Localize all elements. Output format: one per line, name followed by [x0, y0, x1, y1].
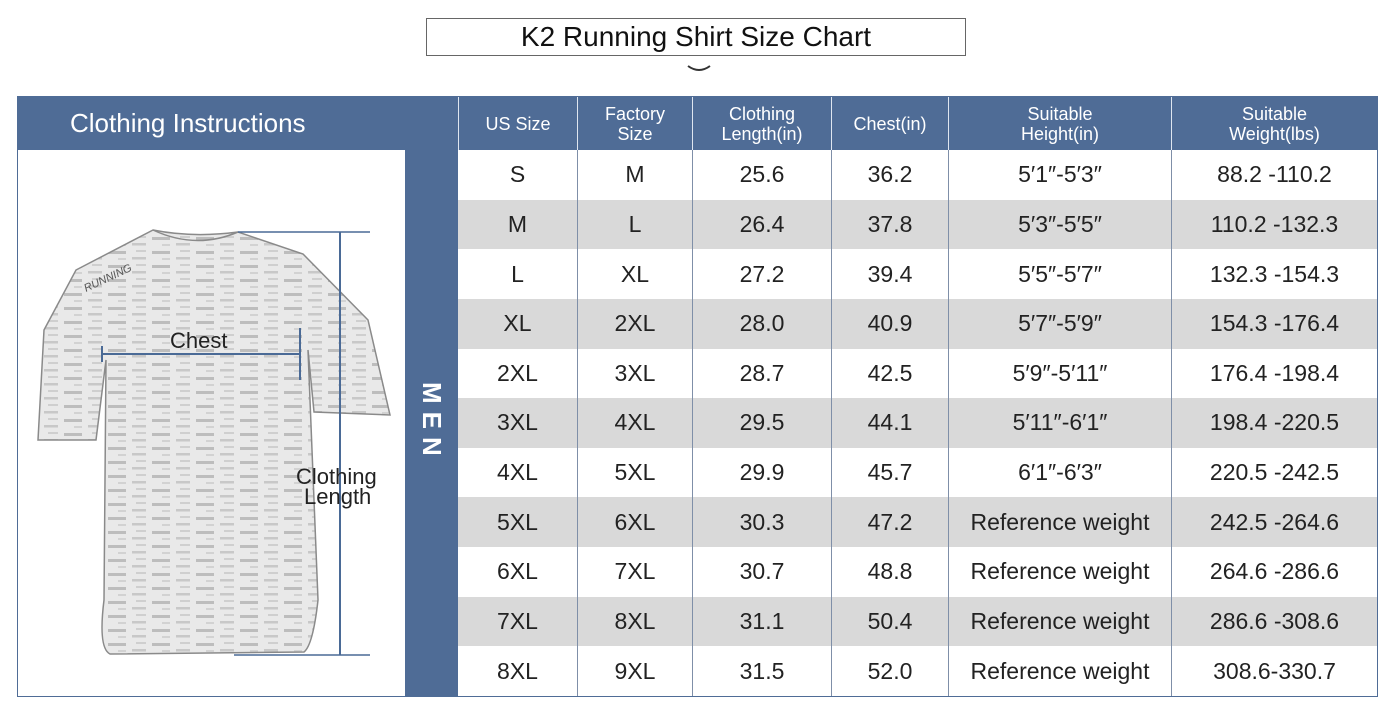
- cell-us-size: M: [507, 210, 528, 237]
- cell-factory-size: 7XL: [577, 547, 692, 597]
- cell-factory-size: 3XL: [577, 348, 692, 399]
- col-header-suitable-height: Suitable Height(in): [948, 97, 1171, 150]
- cell-us-size: 7XL: [497, 608, 538, 635]
- cell-factory-size: 9XL: [577, 646, 692, 696]
- cell-factory-size: L: [577, 199, 692, 250]
- table-row: 7XL 8XL 31.1 50.4 Reference weight 286.6 -308…: [458, 596, 1377, 647]
- cell-clothing-length: 29.5: [692, 398, 831, 448]
- cell-us-size: S: [509, 161, 526, 188]
- cell-clothing-length: 31.1: [692, 596, 831, 647]
- size-table: S M 25.6 36.2 5′1″-5′3″ 88.2 -110.2 M L 26.4 37.8…: [458, 150, 1377, 696]
- cell-factory-size: XL: [577, 249, 692, 299]
- cell-suitable-weight: 110.2 -132.3: [1171, 199, 1377, 250]
- cell-suitable-weight: 242.5 -264.6: [1171, 497, 1377, 548]
- cell-factory-size: 5XL: [577, 447, 692, 498]
- cell-suitable-weight: 154.3 -176.4: [1171, 298, 1377, 349]
- table-row: 8XL 9XL 31.5 52.0 Reference weight 308.6-330.…: [458, 646, 1377, 696]
- page-title: K2 Running Shirt Size Chart: [426, 18, 966, 56]
- cell-us-size: 3XL: [497, 409, 538, 436]
- cell-suitable-height: 6′1″-6′3″: [948, 447, 1171, 498]
- cell-factory-size: 8XL: [577, 596, 692, 647]
- cell-factory-size: 6XL: [577, 497, 692, 548]
- table-row: 3XL 4XL 29.5 44.1 5′11″-6′1″ 198.4 -220.5: [458, 398, 1377, 448]
- cell-suitable-weight: 88.2 -110.2: [1171, 150, 1377, 200]
- chart-header: Clothing Instructions US Size Factory Si…: [18, 97, 1377, 150]
- cell-us-size: 4XL: [497, 459, 538, 486]
- table-row: XL 2XL 28.0 40.9 5′7″-5′9″ 154.3 -176.4: [458, 298, 1377, 349]
- cell-clothing-length: 29.9: [692, 447, 831, 498]
- cell-suitable-height: 5′3″-5′5″: [948, 199, 1171, 250]
- table-row: 6XL 7XL 30.7 48.8 Reference weight 264.6 -286…: [458, 547, 1377, 597]
- clothing-length-label-2: Length: [304, 484, 371, 509]
- cell-us-size: 2XL: [497, 359, 538, 386]
- cell-chest: 40.9: [831, 298, 948, 349]
- cell-factory-size: 2XL: [577, 298, 692, 349]
- cell-factory-size: M: [577, 150, 692, 200]
- cell-suitable-weight: 176.4 -198.4: [1171, 348, 1377, 399]
- chevron-down-icon: [687, 65, 711, 71]
- cell-clothing-length: 28.7: [692, 348, 831, 399]
- cell-us-size: L: [511, 260, 524, 287]
- cell-clothing-length: 28.0: [692, 298, 831, 349]
- cell-factory-size: 4XL: [577, 398, 692, 448]
- table-row: L XL 27.2 39.4 5′5″-5′7″ 132.3 -154.3: [458, 249, 1377, 299]
- cell-chest: 36.2: [831, 150, 948, 200]
- cell-suitable-height: 5′11″-6′1″: [948, 398, 1171, 448]
- cell-clothing-length: 26.4: [692, 199, 831, 250]
- cell-clothing-length: 30.3: [692, 497, 831, 548]
- cell-chest: 42.5: [831, 348, 948, 399]
- chest-label: Chest: [170, 328, 227, 353]
- shirt-illustration: RUNNING Chest Clothing Length: [18, 150, 405, 696]
- table-row: 5XL 6XL 30.3 47.2 Reference weight 242.5 -264…: [458, 497, 1377, 548]
- col-header-clothing-length: Clothing Length(in): [692, 97, 831, 150]
- cell-suitable-height: Reference weight: [948, 596, 1171, 647]
- size-chart: Clothing Instructions US Size Factory Si…: [17, 96, 1378, 697]
- cell-suitable-height: Reference weight: [948, 646, 1171, 696]
- cell-suitable-weight: 286.6 -308.6: [1171, 596, 1377, 647]
- cell-clothing-length: 31.5: [692, 646, 831, 696]
- table-row: 2XL 3XL 28.7 42.5 5′9″-5′11″ 176.4 -198.4: [458, 348, 1377, 399]
- cell-chest: 39.4: [831, 249, 948, 299]
- cell-clothing-length: 25.6: [692, 150, 831, 200]
- shirt-shape: [37, 229, 391, 655]
- col-header-suitable-weight: Suitable Weight(lbs): [1171, 97, 1377, 150]
- cell-chest: 45.7: [831, 447, 948, 498]
- cell-suitable-weight: 198.4 -220.5: [1171, 398, 1377, 448]
- cell-suitable-weight: 132.3 -154.3: [1171, 249, 1377, 299]
- cell-chest: 47.2: [831, 497, 948, 548]
- cell-chest: 48.8: [831, 547, 948, 597]
- cell-chest: 37.8: [831, 199, 948, 250]
- cell-us-size: 8XL: [497, 657, 538, 684]
- cell-chest: 50.4: [831, 596, 948, 647]
- cell-suitable-height: 5′9″-5′11″: [948, 348, 1171, 399]
- cell-chest: 44.1: [831, 398, 948, 448]
- cell-clothing-length: 27.2: [692, 249, 831, 299]
- table-row: S M 25.6 36.2 5′1″-5′3″ 88.2 -110.2: [458, 150, 1377, 200]
- cell-us-size: 5XL: [497, 508, 538, 535]
- section-title: Clothing Instructions: [70, 108, 306, 138]
- cell-suitable-weight: 220.5 -242.5: [1171, 447, 1377, 498]
- cell-us-size: XL: [503, 310, 532, 337]
- cell-suitable-height: 5′5″-5′7″: [948, 249, 1171, 299]
- col-header-chest: Chest(in): [831, 97, 948, 150]
- gender-band: MEN: [405, 150, 458, 696]
- cell-suitable-weight: 308.6-330.7: [1171, 646, 1377, 696]
- col-header-us-size: US Size: [458, 97, 577, 150]
- table-row: M L 26.4 37.8 5′3″-5′5″ 110.2 -132.3: [458, 199, 1377, 250]
- cell-clothing-length: 30.7: [692, 547, 831, 597]
- cell-suitable-weight: 264.6 -286.6: [1171, 547, 1377, 597]
- col-header-factory-size: Factory Size: [577, 97, 692, 150]
- cell-suitable-height: 5′7″-5′9″: [948, 298, 1171, 349]
- cell-chest: 52.0: [831, 646, 948, 696]
- gender-label: MEN: [417, 382, 447, 464]
- cell-suitable-height: Reference weight: [948, 497, 1171, 548]
- table-row: 4XL 5XL 29.9 45.7 6′1″-6′3″ 220.5 -242.5: [458, 447, 1377, 498]
- cell-suitable-height: 5′1″-5′3″: [948, 150, 1171, 200]
- clothing-length-label-1: Clothing: [296, 464, 377, 489]
- cell-us-size: 6XL: [497, 558, 538, 585]
- cell-suitable-height: Reference weight: [948, 547, 1171, 597]
